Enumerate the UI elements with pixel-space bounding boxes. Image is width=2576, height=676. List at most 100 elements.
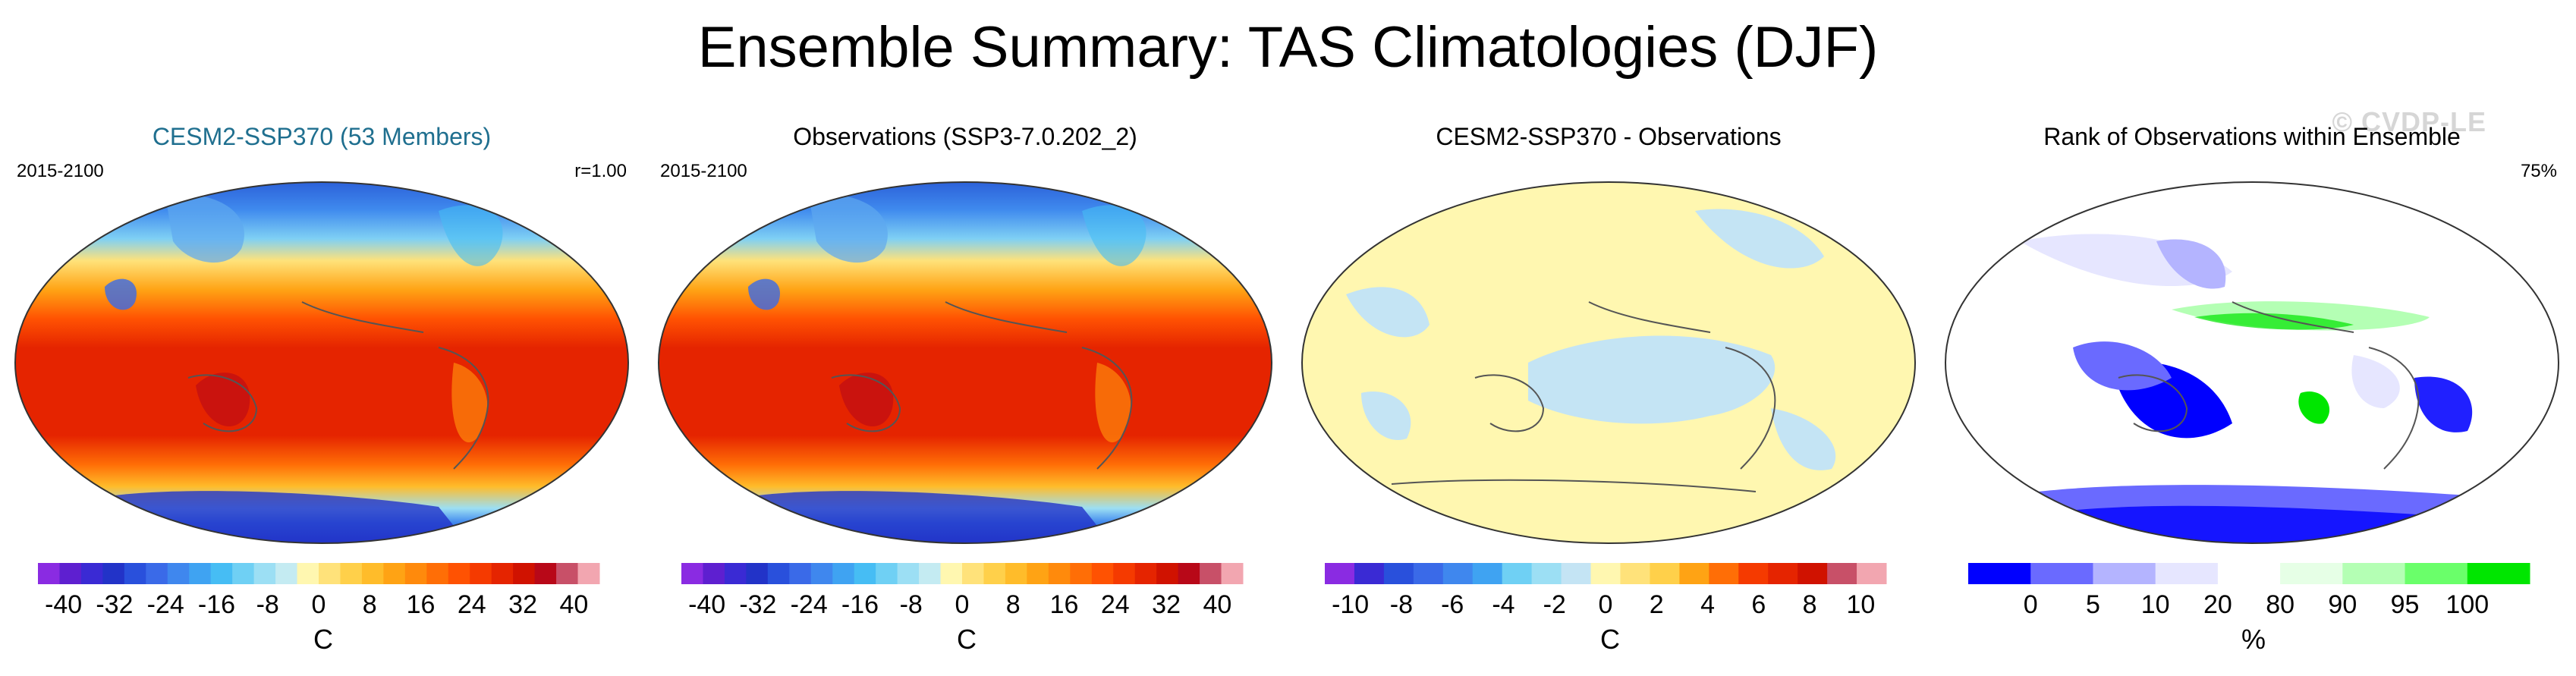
colorbar-tick-label: 8 [363, 590, 377, 619]
colorbar: -40 -32 -24 -16 -8 0 8 16 24 32 40 [681, 563, 1244, 619]
colorbar-swatch [854, 563, 876, 584]
rank-map [1945, 181, 2559, 544]
colorbar-swatch [1442, 563, 1474, 584]
colorbar-tick-label: -40 [688, 590, 725, 619]
colorbar-swatch [38, 563, 60, 584]
colorbar-swatch [919, 563, 942, 584]
colorbar-swatch [2093, 563, 2156, 584]
colorbar-swatch [789, 563, 812, 584]
colorbar-swatch [340, 563, 363, 584]
colorbar-swatch [1827, 563, 1857, 584]
colorbar-swatch [297, 563, 319, 584]
percent-label: 75% [2520, 161, 2557, 181]
temperature-map [658, 181, 1272, 544]
colorbar-tick-label: -32 [739, 590, 776, 619]
colorbar-swatch [2280, 563, 2343, 584]
colorbar-tick-label: -24 [147, 590, 184, 619]
colorbar-tick-label: 0 [955, 590, 970, 619]
colorbar-tick-label: 4 [1700, 590, 1715, 619]
colorbar-swatch [1590, 563, 1621, 584]
colorbar-tick-label: -40 [45, 590, 82, 619]
colorbar-swatch [491, 563, 514, 584]
period-label: 2015-2100 [17, 161, 104, 181]
colorbar-swatch [1354, 563, 1385, 584]
colorbar-swatch [1113, 563, 1136, 584]
colorbar-tick-label: 100 [2445, 590, 2489, 619]
colorbar-tick-label: -8 [256, 590, 279, 619]
colorbar-swatch [1738, 563, 1769, 584]
colorbar-swatch [897, 563, 920, 584]
colorbar-tick-label: 20 [2203, 590, 2232, 619]
colorbar-swatch [876, 563, 898, 584]
colorbar-swatch [189, 563, 212, 584]
colorbar-swatch [1857, 563, 1887, 584]
colorbar-swatch [810, 563, 833, 584]
colorbar: -10 -8 -6 -4 -2 0 2 4 6 8 10 [1325, 563, 1887, 619]
colorbar-swatch [210, 563, 233, 584]
colorbar-swatch [361, 563, 384, 584]
period-label: 2015-2100 [660, 161, 747, 181]
colorbar-swatch [1709, 563, 1739, 584]
pattern-correlation-label: r=1.00 [574, 161, 627, 181]
colorbar: 0 5 10 20 80 90 95 100 [1968, 563, 2530, 619]
colorbar-swatch [513, 563, 536, 584]
colorbar-swatch [470, 563, 492, 584]
colorbar-swatch [1650, 563, 1680, 584]
colorbar-swatch [2217, 563, 2281, 584]
colorbar-swatch [1200, 563, 1222, 584]
colorbar-tick-label: -2 [1543, 590, 1566, 619]
colorbar-tick-label: 0 [2024, 590, 2038, 619]
colorbar-swatch [1221, 563, 1244, 584]
colorbar-swatch [534, 563, 557, 584]
panel-title: CESM2-SSP370 - Observations [1436, 123, 1782, 150]
colorbar: -40 -32 -24 -16 -8 0 8 16 24 32 40 [38, 563, 600, 619]
colorbar-tick-label: -16 [198, 590, 235, 619]
colorbar-tick-label: 6 [1751, 590, 1766, 619]
colorbar-swatch [1156, 563, 1179, 584]
colorbar-tick-label: 10 [2141, 590, 2170, 619]
temperature-map [14, 181, 629, 544]
colorbar-swatch [746, 563, 769, 584]
colorbar-swatch [2030, 563, 2093, 584]
colorbar-swatch [1968, 563, 2031, 584]
colorbar-swatch [404, 563, 427, 584]
colorbar-tick-label: 2 [1650, 590, 1664, 619]
colorbar-swatch [1502, 563, 1533, 584]
colorbar-tick-label: 16 [407, 590, 436, 619]
colorbar-swatch [1383, 563, 1414, 584]
colorbar-swatch [102, 563, 125, 584]
unit-label: % [2241, 624, 2266, 655]
colorbar-swatch [1472, 563, 1503, 584]
colorbar-tick-label: -6 [1441, 590, 1464, 619]
colorbar-tick-label: 16 [1050, 590, 1079, 619]
colorbar-tick-label: 10 [1846, 590, 1875, 619]
panel-model: CESM2-SSP370 (53 Members) 2015-2100 r=1.… [0, 114, 643, 668]
panel-observations: Observations (SSP3-7.0.202_2) 2015-2100 [643, 114, 1287, 668]
colorbar-tick-label: -32 [96, 590, 133, 619]
colorbar-swatch [426, 563, 449, 584]
panel-title: CESM2-SSP370 (53 Members) [152, 123, 492, 150]
colorbar-swatch [146, 563, 168, 584]
colorbar-swatch [1091, 563, 1114, 584]
colorbar-swatch [1561, 563, 1592, 584]
colorbar-tick-label: 0 [312, 590, 326, 619]
colorbar-swatch [383, 563, 406, 584]
main-title: Ensemble Summary: TAS Climatologies (DJF… [697, 15, 1879, 80]
panel-title: Rank of Observations within Ensemble [2043, 123, 2461, 150]
colorbar-swatch [556, 563, 579, 584]
colorbar-tick-label: 95 [2391, 590, 2420, 619]
colorbar-tick-label: 32 [508, 590, 537, 619]
panel-title: Observations (SSP3-7.0.202_2) [793, 123, 1137, 150]
colorbar-swatch [2342, 563, 2406, 584]
colorbar-swatch [2467, 563, 2530, 584]
colorbar-swatch [1325, 563, 1355, 584]
colorbar-swatch [767, 563, 790, 584]
colorbar-swatch [59, 563, 82, 584]
panel-rank: Rank of Observations within Ensemble 75%… [1930, 114, 2574, 668]
colorbar-swatch [2405, 563, 2468, 584]
colorbar-tick-label: 90 [2328, 590, 2357, 619]
colorbar-swatch [962, 563, 984, 584]
unit-label: C [313, 624, 333, 655]
colorbar-swatch [1048, 563, 1071, 584]
colorbar-tick-label: 5 [2086, 590, 2100, 619]
